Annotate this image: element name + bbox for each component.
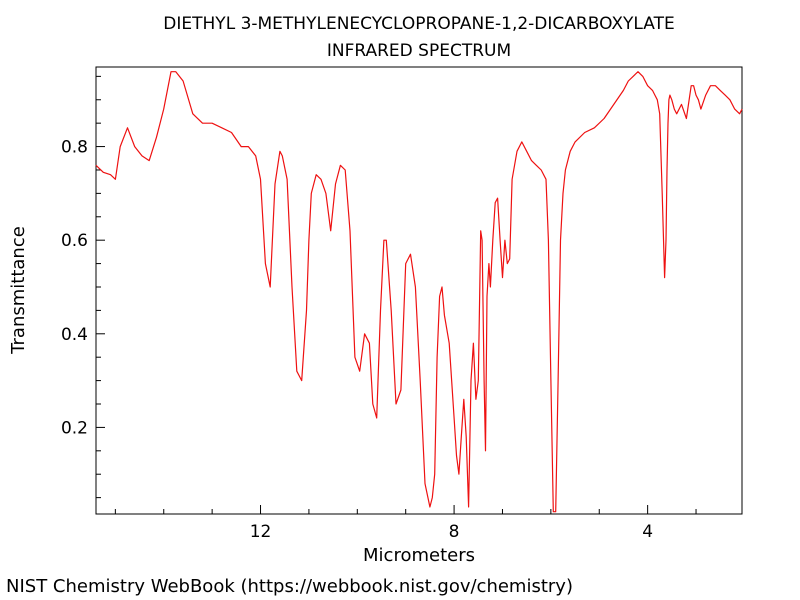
x-axis-label: Micrometers xyxy=(363,545,475,566)
chart-subtitle: INFRARED SPECTRUM xyxy=(327,41,511,61)
x-tick-label: 8 xyxy=(449,522,460,542)
spectrum-line xyxy=(95,71,743,513)
y-tick-label: 0.4 xyxy=(61,325,88,345)
source-credit: NIST Chemistry WebBook (https://webbook.… xyxy=(6,576,573,597)
y-axis-label: Transmittance xyxy=(8,226,29,355)
x-tick-label: 4 xyxy=(642,522,653,542)
plot-frame xyxy=(95,66,743,515)
y-tick-label: 0.6 xyxy=(61,231,88,251)
x-tick-label: 12 xyxy=(250,522,272,542)
axis-ticks xyxy=(96,75,697,514)
axis-tick-labels: 12 8 4 0.2 0.4 0.6 0.8 xyxy=(61,138,653,542)
y-tick-label: 0.2 xyxy=(61,418,88,438)
chart-title: DIETHYL 3-METHYLENECYCLOPROPANE-1,2-DICA… xyxy=(163,14,674,34)
y-tick-label: 0.8 xyxy=(61,138,88,158)
